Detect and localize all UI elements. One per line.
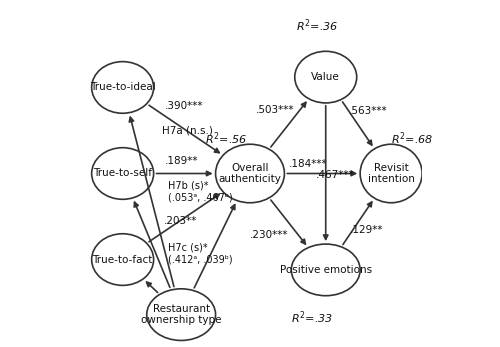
Text: True-to-ideal: True-to-ideal	[90, 83, 156, 92]
Ellipse shape	[92, 234, 154, 285]
Ellipse shape	[92, 148, 154, 199]
Text: Restaurant
ownership type: Restaurant ownership type	[141, 304, 222, 325]
Ellipse shape	[216, 144, 284, 203]
Ellipse shape	[146, 289, 216, 340]
Text: $R^2$=.68: $R^2$=.68	[392, 131, 434, 147]
Text: .203**: .203**	[164, 215, 197, 226]
Ellipse shape	[92, 62, 154, 113]
Text: True-to-fact: True-to-fact	[92, 255, 153, 264]
Text: H7c (s)*
(.412ᵃ, .039ᵇ): H7c (s)* (.412ᵃ, .039ᵇ)	[168, 243, 232, 264]
Text: $R^2$=.56: $R^2$=.56	[206, 131, 248, 147]
Ellipse shape	[294, 51, 356, 103]
Text: True-to-self: True-to-self	[93, 169, 152, 178]
Text: $R^2$=.36: $R^2$=.36	[296, 17, 339, 34]
Text: H7b (s)*
(.053ᵃ, .467ᵇ): H7b (s)* (.053ᵃ, .467ᵇ)	[168, 180, 233, 202]
Text: .129**: .129**	[350, 225, 384, 235]
Text: .184***: .184***	[289, 159, 328, 169]
Ellipse shape	[360, 144, 422, 203]
Text: .390***: .390***	[164, 101, 203, 111]
Ellipse shape	[292, 244, 360, 296]
Text: .189**: .189**	[164, 156, 198, 167]
Text: Revisit
intention: Revisit intention	[368, 163, 414, 184]
Text: Value: Value	[312, 72, 340, 82]
Text: Positive emotions: Positive emotions	[280, 265, 372, 275]
Text: .230***: .230***	[250, 230, 288, 240]
Text: Overall
authenticity: Overall authenticity	[218, 163, 282, 184]
Text: $R^2$=.33: $R^2$=.33	[291, 310, 333, 327]
Text: .563***: .563***	[349, 106, 388, 116]
Text: .503***: .503***	[256, 105, 294, 115]
Text: .467***: .467***	[316, 170, 354, 180]
Text: H7a (n.s.): H7a (n.s.)	[162, 126, 212, 135]
